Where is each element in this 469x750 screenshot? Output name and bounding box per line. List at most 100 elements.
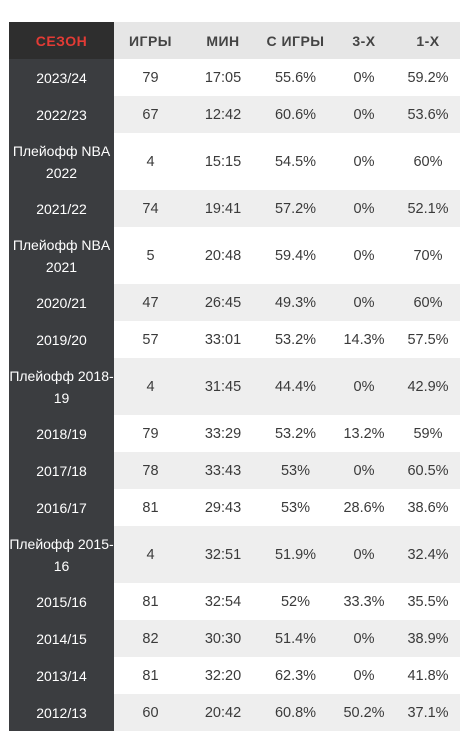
season-cell: 2012/13 bbox=[9, 694, 114, 731]
three-point-cell: 0% bbox=[332, 620, 396, 657]
minutes-cell: 31:45 bbox=[187, 358, 259, 415]
games-cell: 81 bbox=[114, 657, 187, 694]
minutes-cell: 33:29 bbox=[187, 415, 259, 452]
free-throw-cell: 60.5% bbox=[396, 452, 460, 489]
free-throw-cell: 38.6% bbox=[396, 489, 460, 526]
games-cell: 4 bbox=[114, 133, 187, 190]
three-point-cell: 0% bbox=[332, 452, 396, 489]
free-throw-cell: 53.6% bbox=[396, 96, 460, 133]
season-cell: Плейофф 2015-16 bbox=[9, 526, 114, 583]
field-goal-cell: 53% bbox=[259, 489, 332, 526]
header-free-throw[interactable]: 1-Х bbox=[396, 22, 460, 59]
games-cell: 4 bbox=[114, 526, 187, 583]
games-cell: 81 bbox=[114, 583, 187, 620]
free-throw-cell: 32.4% bbox=[396, 526, 460, 583]
season-cell: 2019/20 bbox=[9, 321, 114, 358]
field-goal-cell: 51.9% bbox=[259, 526, 332, 583]
free-throw-cell: 37.1% bbox=[396, 694, 460, 731]
games-cell: 47 bbox=[114, 284, 187, 321]
minutes-cell: 32:51 bbox=[187, 526, 259, 583]
header-games[interactable]: ИГРЫ bbox=[114, 22, 187, 59]
season-cell: Плейофф 2018-19 bbox=[9, 358, 114, 415]
free-throw-cell: 60% bbox=[396, 284, 460, 321]
table-row: 2018/19 79 33:29 53.2% 13.2% 59% bbox=[9, 415, 460, 452]
table-row: Плейофф NBA 2022 4 15:15 54.5% 0% 60% bbox=[9, 133, 460, 190]
table-row: 2021/22 74 19:41 57.2% 0% 52.1% bbox=[9, 190, 460, 227]
table-row: 2019/20 57 33:01 53.2% 14.3% 57.5% bbox=[9, 321, 460, 358]
table-row: Плейофф NBA 2021 5 20:48 59.4% 0% 70% bbox=[9, 227, 460, 284]
free-throw-cell: 59% bbox=[396, 415, 460, 452]
season-cell: 2021/22 bbox=[9, 190, 114, 227]
minutes-cell: 20:48 bbox=[187, 227, 259, 284]
three-point-cell: 33.3% bbox=[332, 583, 396, 620]
three-point-cell: 0% bbox=[332, 526, 396, 583]
games-cell: 78 bbox=[114, 452, 187, 489]
field-goal-cell: 60.6% bbox=[259, 96, 332, 133]
field-goal-cell: 44.4% bbox=[259, 358, 332, 415]
three-point-cell: 0% bbox=[332, 59, 396, 96]
season-stats-table: СЕЗОН ИГРЫ МИН С ИГРЫ 3-Х 1-Х 2023/24 79 1… bbox=[9, 22, 460, 731]
field-goal-cell: 53.2% bbox=[259, 321, 332, 358]
table-row: 2014/15 82 30:30 51.4% 0% 38.9% bbox=[9, 620, 460, 657]
header-season[interactable]: СЕЗОН bbox=[9, 22, 114, 59]
header-field-goal[interactable]: С ИГРЫ bbox=[259, 22, 332, 59]
minutes-cell: 32:54 bbox=[187, 583, 259, 620]
table-row: 2020/21 47 26:45 49.3% 0% 60% bbox=[9, 284, 460, 321]
free-throw-cell: 41.8% bbox=[396, 657, 460, 694]
header-three-point[interactable]: 3-Х bbox=[332, 22, 396, 59]
field-goal-cell: 57.2% bbox=[259, 190, 332, 227]
three-point-cell: 0% bbox=[332, 133, 396, 190]
header-minutes[interactable]: МИН bbox=[187, 22, 259, 59]
three-point-cell: 0% bbox=[332, 227, 396, 284]
stats-table-container: СЕЗОН ИГРЫ МИН С ИГРЫ 3-Х 1-Х 2023/24 79 1… bbox=[9, 22, 460, 731]
season-cell: 2015/16 bbox=[9, 583, 114, 620]
season-cell: 2023/24 bbox=[9, 59, 114, 96]
free-throw-cell: 70% bbox=[396, 227, 460, 284]
three-point-cell: 0% bbox=[332, 657, 396, 694]
field-goal-cell: 59.4% bbox=[259, 227, 332, 284]
field-goal-cell: 53% bbox=[259, 452, 332, 489]
three-point-cell: 0% bbox=[332, 358, 396, 415]
field-goal-cell: 60.8% bbox=[259, 694, 332, 731]
minutes-cell: 15:15 bbox=[187, 133, 259, 190]
games-cell: 82 bbox=[114, 620, 187, 657]
table-row: Плейофф 2018-19 4 31:45 44.4% 0% 42.9% bbox=[9, 358, 460, 415]
three-point-cell: 13.2% bbox=[332, 415, 396, 452]
games-cell: 79 bbox=[114, 59, 187, 96]
games-cell: 81 bbox=[114, 489, 187, 526]
season-cell: 2022/23 bbox=[9, 96, 114, 133]
season-cell: 2016/17 bbox=[9, 489, 114, 526]
free-throw-cell: 57.5% bbox=[396, 321, 460, 358]
games-cell: 79 bbox=[114, 415, 187, 452]
minutes-cell: 33:01 bbox=[187, 321, 259, 358]
games-cell: 57 bbox=[114, 321, 187, 358]
three-point-cell: 0% bbox=[332, 190, 396, 227]
free-throw-cell: 60% bbox=[396, 133, 460, 190]
minutes-cell: 12:42 bbox=[187, 96, 259, 133]
season-cell: Плейофф NBA 2021 bbox=[9, 227, 114, 284]
season-cell: 2018/19 bbox=[9, 415, 114, 452]
three-point-cell: 0% bbox=[332, 284, 396, 321]
minutes-cell: 20:42 bbox=[187, 694, 259, 731]
minutes-cell: 17:05 bbox=[187, 59, 259, 96]
table-row: 2015/16 81 32:54 52% 33.3% 35.5% bbox=[9, 583, 460, 620]
table-row: Плейофф 2015-16 4 32:51 51.9% 0% 32.4% bbox=[9, 526, 460, 583]
table-row: 2023/24 79 17:05 55.6% 0% 59.2% bbox=[9, 59, 460, 96]
three-point-cell: 0% bbox=[332, 96, 396, 133]
season-cell: 2017/18 bbox=[9, 452, 114, 489]
minutes-cell: 33:43 bbox=[187, 452, 259, 489]
free-throw-cell: 35.5% bbox=[396, 583, 460, 620]
field-goal-cell: 54.5% bbox=[259, 133, 332, 190]
free-throw-cell: 59.2% bbox=[396, 59, 460, 96]
three-point-cell: 14.3% bbox=[332, 321, 396, 358]
table-header-row: СЕЗОН ИГРЫ МИН С ИГРЫ 3-Х 1-Х bbox=[9, 22, 460, 59]
field-goal-cell: 55.6% bbox=[259, 59, 332, 96]
minutes-cell: 19:41 bbox=[187, 190, 259, 227]
table-row: 2022/23 67 12:42 60.6% 0% 53.6% bbox=[9, 96, 460, 133]
free-throw-cell: 52.1% bbox=[396, 190, 460, 227]
minutes-cell: 30:30 bbox=[187, 620, 259, 657]
season-cell: 2013/14 bbox=[9, 657, 114, 694]
free-throw-cell: 38.9% bbox=[396, 620, 460, 657]
minutes-cell: 32:20 bbox=[187, 657, 259, 694]
games-cell: 5 bbox=[114, 227, 187, 284]
